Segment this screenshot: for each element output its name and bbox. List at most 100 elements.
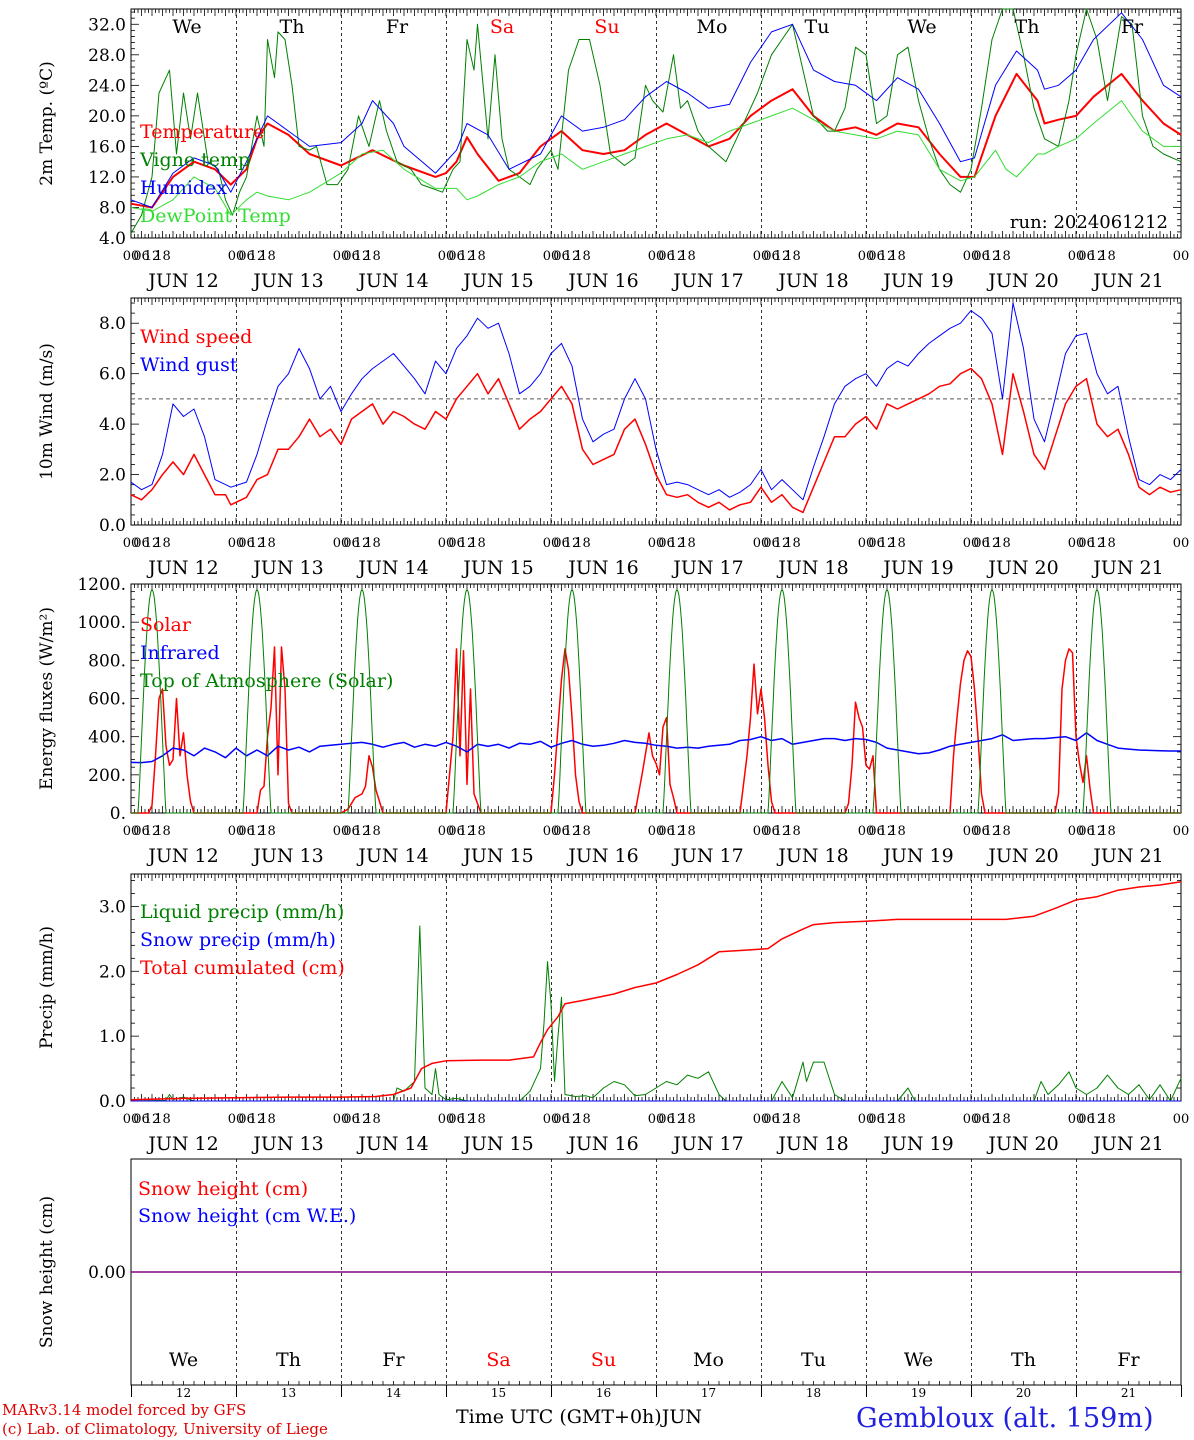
time-axis-text: Time UTC (GMT+0h) xyxy=(456,1406,662,1428)
date-label: JUN 19 xyxy=(881,557,953,579)
y-tick-label: 3.0 xyxy=(99,897,126,917)
hour-tick-label: 00 xyxy=(228,824,245,839)
hour-tick-label: 00 xyxy=(438,536,455,551)
hour-tick-label: 12 xyxy=(459,249,476,264)
hour-tick-label: 00 xyxy=(333,1112,350,1127)
hour-tick-label: 00 xyxy=(963,824,980,839)
day-number-label: 16 xyxy=(596,1386,611,1400)
hour-tick-label: 18 xyxy=(1099,1112,1116,1127)
y-axis-label: 2m Temp. (ºC) xyxy=(37,61,57,186)
weekday-label: We xyxy=(904,1349,933,1371)
run-label: run: 2024061212 xyxy=(1010,212,1168,233)
weekday-label: We xyxy=(172,16,201,38)
hour-tick-label: 12 xyxy=(249,824,266,839)
y-tick-label: 400. xyxy=(88,728,126,748)
weekday-label: Mo xyxy=(697,16,728,38)
hour-tick-label: 12 xyxy=(984,1112,1001,1127)
weekday-label: Tu xyxy=(801,1349,826,1371)
hour-tick-label: 18 xyxy=(679,1112,696,1127)
hour-tick-label: 06 xyxy=(658,824,675,839)
hour-tick-label: 12 xyxy=(249,536,266,551)
hour-tick-label: 18 xyxy=(784,536,801,551)
hour-tick-label: 06 xyxy=(973,536,990,551)
date-label: JUN 19 xyxy=(881,845,953,867)
date-label: JUN 19 xyxy=(881,270,953,292)
hour-tick-label: 18 xyxy=(679,249,696,264)
hour-tick-label: 06 xyxy=(238,249,255,264)
hour-tick-label: 00 xyxy=(648,536,665,551)
hour-tick-label: 12 xyxy=(984,824,1001,839)
date-label: JUN 18 xyxy=(776,1133,848,1155)
y-tick-label: 1.0 xyxy=(99,1027,126,1047)
y-tick-label: 12.0 xyxy=(88,168,126,188)
date-label: JUN 13 xyxy=(251,845,323,867)
hour-tick-label: 18 xyxy=(469,1112,486,1127)
hour-tick-label: 00 xyxy=(963,1112,980,1127)
series-line xyxy=(130,732,1181,764)
hour-tick-label: 00 xyxy=(753,249,770,264)
hour-tick-label: 12 xyxy=(459,1112,476,1127)
hour-tick-label: 18 xyxy=(259,1112,276,1127)
hour-tick-label: 06 xyxy=(1078,536,1095,551)
y-axis-label: Precip (mm/h) xyxy=(37,926,57,1049)
date-label: JUN 21 xyxy=(1091,270,1163,292)
date-label: JUN 21 xyxy=(1091,557,1163,579)
hour-tick-label: 12 xyxy=(774,1112,791,1127)
date-label: JUN 12 xyxy=(146,270,218,292)
hour-tick-label: 00 xyxy=(1173,824,1190,839)
series-line xyxy=(130,8,1182,234)
hour-tick-label: 18 xyxy=(1099,249,1116,264)
y-tick-label: 16.0 xyxy=(88,137,126,157)
hour-tick-label: 12 xyxy=(564,824,581,839)
hour-tick-label: 18 xyxy=(1099,824,1116,839)
day-number-label: 15 xyxy=(491,1386,506,1400)
hour-tick-label: 06 xyxy=(973,824,990,839)
hour-tick-label: 00 xyxy=(543,824,560,839)
hour-tick-label: 18 xyxy=(889,824,906,839)
date-label: JUN 15 xyxy=(461,845,533,867)
date-label: JUN 13 xyxy=(251,270,323,292)
hour-tick-label: 00 xyxy=(1068,536,1085,551)
series-line xyxy=(130,925,1182,1102)
weekday-label: Th xyxy=(280,16,305,38)
y-tick-label: 4.0 xyxy=(99,229,126,249)
y-tick-label: 0.0 xyxy=(99,1092,126,1112)
day-number-label: 18 xyxy=(806,1386,821,1400)
hour-tick-label: 12 xyxy=(669,1112,686,1127)
hour-tick-label: 00 xyxy=(123,249,140,264)
day-number-label: 17 xyxy=(701,1386,716,1400)
date-label: JUN 12 xyxy=(146,1133,218,1155)
hour-tick-label: 00 xyxy=(648,249,665,264)
day-number-label: 21 xyxy=(1121,1386,1136,1400)
y-axis-label: Energy fluxes (W/m²) xyxy=(37,607,57,790)
weekday-label: Fr xyxy=(1121,16,1144,38)
legend-entry: Humidex xyxy=(140,177,227,199)
series-line xyxy=(130,12,1182,208)
hour-tick-label: 00 xyxy=(963,536,980,551)
hour-tick-label: 00 xyxy=(858,536,875,551)
date-label: JUN 16 xyxy=(566,845,638,867)
date-label: JUN 13 xyxy=(251,1133,323,1155)
hour-tick-label: 00 xyxy=(438,824,455,839)
hour-tick-label: 18 xyxy=(994,1112,1011,1127)
hour-tick-label: 12 xyxy=(249,1112,266,1127)
hour-tick-label: 06 xyxy=(868,824,885,839)
hour-tick-label: 18 xyxy=(784,249,801,264)
hour-tick-label: 00 xyxy=(123,824,140,839)
hour-tick-label: 06 xyxy=(763,249,780,264)
hour-tick-label: 12 xyxy=(984,536,1001,551)
legend-entry: Wind speed xyxy=(140,326,252,348)
series-line xyxy=(131,646,1181,814)
date-label: JUN 14 xyxy=(356,270,428,292)
hour-tick-label: 00 xyxy=(648,824,665,839)
weekday-label: Th xyxy=(1011,1349,1036,1371)
hour-tick-label: 18 xyxy=(889,536,906,551)
hour-tick-label: 12 xyxy=(984,249,1001,264)
legend-entry: Top of Atmosphere (Solar) xyxy=(140,670,393,692)
panel-frame xyxy=(130,583,1182,814)
hour-tick-label: 12 xyxy=(144,249,161,264)
hour-tick-label: 18 xyxy=(889,1112,906,1127)
